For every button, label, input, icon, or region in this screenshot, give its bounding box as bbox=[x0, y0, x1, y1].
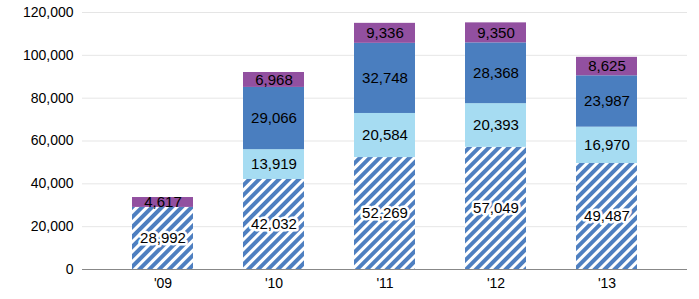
svg-text:20,393: 20,393 bbox=[473, 116, 519, 133]
svg-text:28,368: 28,368 bbox=[473, 64, 519, 81]
svg-text:80,000: 80,000 bbox=[31, 90, 74, 106]
svg-text:'12: '12 bbox=[487, 275, 505, 291]
svg-text:42,032: 42,032 bbox=[251, 215, 297, 232]
svg-text:8,625: 8,625 bbox=[588, 57, 626, 74]
svg-text:'13: '13 bbox=[598, 275, 616, 291]
svg-text:13,919: 13,919 bbox=[251, 155, 297, 172]
svg-text:'10: '10 bbox=[265, 275, 283, 291]
svg-text:32,748: 32,748 bbox=[362, 69, 408, 86]
svg-text:23,987: 23,987 bbox=[584, 92, 630, 109]
svg-text:120,000: 120,000 bbox=[23, 4, 74, 20]
svg-text:57,049: 57,049 bbox=[473, 199, 519, 216]
svg-text:'11: '11 bbox=[376, 275, 393, 291]
svg-text:52,269: 52,269 bbox=[362, 204, 408, 221]
svg-text:60,000: 60,000 bbox=[31, 132, 74, 148]
svg-text:100,000: 100,000 bbox=[23, 47, 74, 63]
svg-text:16,970: 16,970 bbox=[584, 136, 630, 153]
svg-text:40,000: 40,000 bbox=[31, 175, 74, 191]
svg-text:49,487: 49,487 bbox=[584, 207, 630, 224]
svg-text:4,617: 4,617 bbox=[144, 193, 182, 210]
svg-text:28,992: 28,992 bbox=[140, 229, 186, 246]
svg-text:20,584: 20,584 bbox=[362, 126, 408, 143]
svg-text:9,336: 9,336 bbox=[366, 24, 404, 41]
svg-text:29,066: 29,066 bbox=[251, 109, 297, 126]
svg-text:9,350: 9,350 bbox=[477, 24, 515, 41]
svg-text:'09: '09 bbox=[154, 275, 172, 291]
svg-text:0: 0 bbox=[66, 261, 74, 277]
svg-text:20,000: 20,000 bbox=[31, 218, 74, 234]
svg-text:6,968: 6,968 bbox=[255, 71, 293, 88]
